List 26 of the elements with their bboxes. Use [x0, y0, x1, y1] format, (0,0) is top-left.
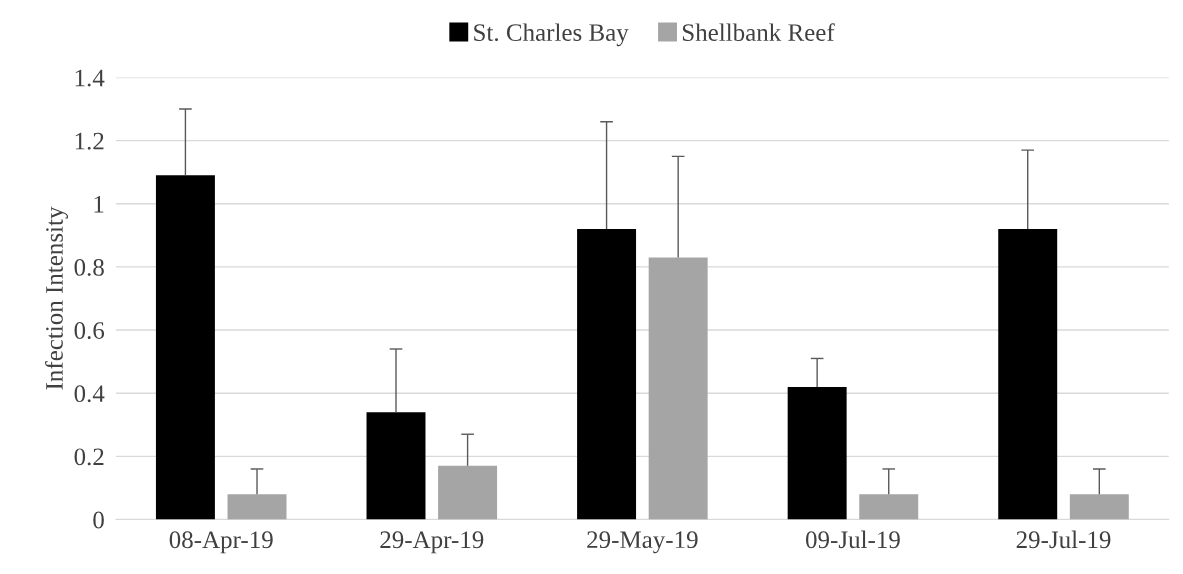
- bar: [998, 229, 1058, 520]
- bar: [787, 386, 847, 520]
- legend-label: St. Charles Bay: [474, 23, 629, 47]
- bar: [577, 229, 637, 520]
- x-tick-label: 29-Jul-19: [1016, 530, 1111, 549]
- x-tick-label: 09-Jul-19: [805, 530, 900, 549]
- bar: [438, 465, 498, 520]
- x-tick-label: 29-May-19: [587, 531, 698, 554]
- bar: [1069, 494, 1129, 520]
- bar: [648, 257, 708, 520]
- y-tick-label: 1: [94, 195, 104, 213]
- bar: [155, 175, 215, 520]
- y-tick-label: 0.6: [74, 322, 105, 340]
- bar: [227, 494, 287, 520]
- y-tick-label: 0: [93, 511, 104, 529]
- x-tick-label: 29-Apr-19: [380, 531, 484, 554]
- y-tick-label: 1.2: [75, 132, 104, 150]
- y-tick-label: 0.4: [74, 385, 105, 403]
- y-tick-label: 1.4: [75, 69, 105, 87]
- x-tick-label: 08-Apr-19: [169, 531, 273, 554]
- legend-label: Shellbank Reef: [682, 23, 835, 41]
- y-axis-title: Infection Intensity: [45, 206, 69, 390]
- bar: [366, 412, 426, 520]
- y-tick-label: 0.2: [74, 448, 104, 466]
- y-tick-label: 0.8: [74, 258, 104, 276]
- bar: [859, 494, 919, 520]
